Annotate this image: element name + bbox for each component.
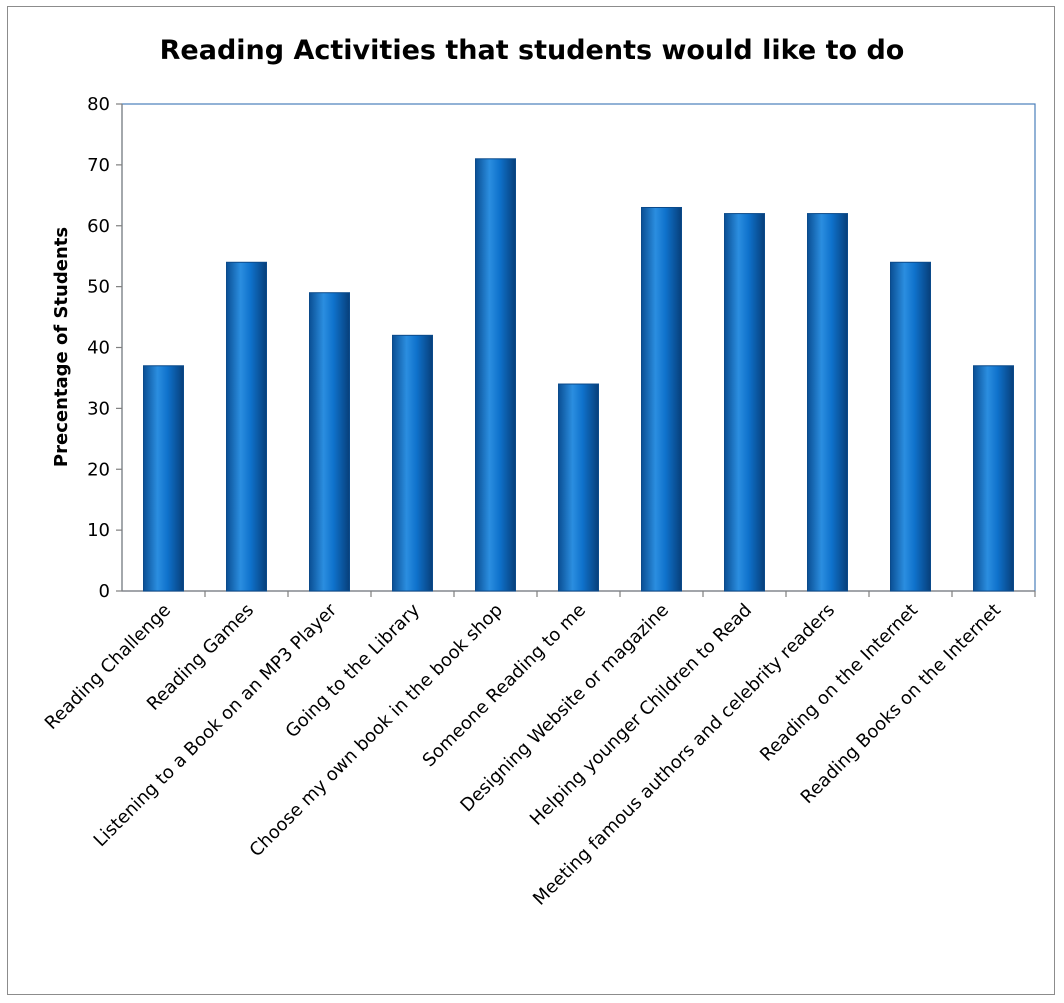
y-tick-label: 10 xyxy=(87,520,110,541)
y-tick-label: 0 xyxy=(99,581,110,602)
bar xyxy=(309,292,350,592)
x-category-label: Going to the Library xyxy=(282,599,425,742)
bar xyxy=(143,365,184,592)
bar xyxy=(226,261,267,592)
x-category-label: Reading Challenge xyxy=(41,600,175,734)
chart-title: Reading Activities that students would l… xyxy=(159,35,905,66)
bar xyxy=(807,213,848,592)
bar xyxy=(475,158,516,592)
bar xyxy=(890,261,931,592)
bar xyxy=(973,365,1014,592)
bar xyxy=(724,213,765,592)
y-tick-label: 20 xyxy=(87,459,110,480)
x-category-label: Someone Reading to me xyxy=(419,600,590,771)
bar xyxy=(558,383,599,592)
y-tick-label: 30 xyxy=(87,398,110,419)
x-category-label: Meeting famous authors and celebrity rea… xyxy=(529,600,839,910)
y-axis-title: Precentage of Students xyxy=(51,227,72,467)
bars xyxy=(143,158,1036,597)
y-tick-label: 60 xyxy=(87,216,110,237)
y-tick-label: 50 xyxy=(87,277,110,298)
bar xyxy=(641,206,682,592)
y-axis-ticks: 0 10 20 30 40 50 60 70 80 xyxy=(87,94,122,602)
y-tick-label: 70 xyxy=(87,155,110,176)
y-tick-label: 40 xyxy=(87,338,110,359)
x-category-label: Reading on the Internet xyxy=(756,600,922,766)
y-tick-label: 80 xyxy=(87,94,110,115)
bar xyxy=(392,334,433,592)
